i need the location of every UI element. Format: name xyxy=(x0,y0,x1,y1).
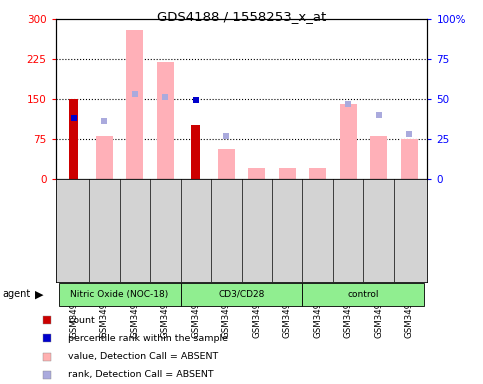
Bar xyxy=(191,126,200,179)
Text: ▶: ▶ xyxy=(35,289,43,299)
Text: value, Detection Call = ABSENT: value, Detection Call = ABSENT xyxy=(69,352,219,361)
Bar xyxy=(309,168,326,179)
Bar xyxy=(279,168,296,179)
Bar xyxy=(58,283,181,306)
Text: Nitric Oxide (NOC-18): Nitric Oxide (NOC-18) xyxy=(71,290,169,299)
Bar xyxy=(157,62,174,179)
Text: CD3/CD28: CD3/CD28 xyxy=(218,290,265,299)
Bar xyxy=(401,139,417,179)
Bar xyxy=(370,136,387,179)
Bar xyxy=(302,283,425,306)
Bar xyxy=(340,104,356,179)
Text: agent: agent xyxy=(2,289,30,299)
Text: GDS4188 / 1558253_x_at: GDS4188 / 1558253_x_at xyxy=(157,10,326,23)
Text: percentile rank within the sample: percentile rank within the sample xyxy=(69,334,228,343)
Bar xyxy=(96,136,113,179)
Bar xyxy=(181,283,302,306)
Bar xyxy=(69,99,78,179)
Text: control: control xyxy=(348,290,379,299)
Bar xyxy=(127,30,143,179)
Text: count: count xyxy=(69,316,95,324)
Bar xyxy=(218,149,235,179)
Text: rank, Detection Call = ABSENT: rank, Detection Call = ABSENT xyxy=(69,371,214,379)
Bar xyxy=(248,168,265,179)
